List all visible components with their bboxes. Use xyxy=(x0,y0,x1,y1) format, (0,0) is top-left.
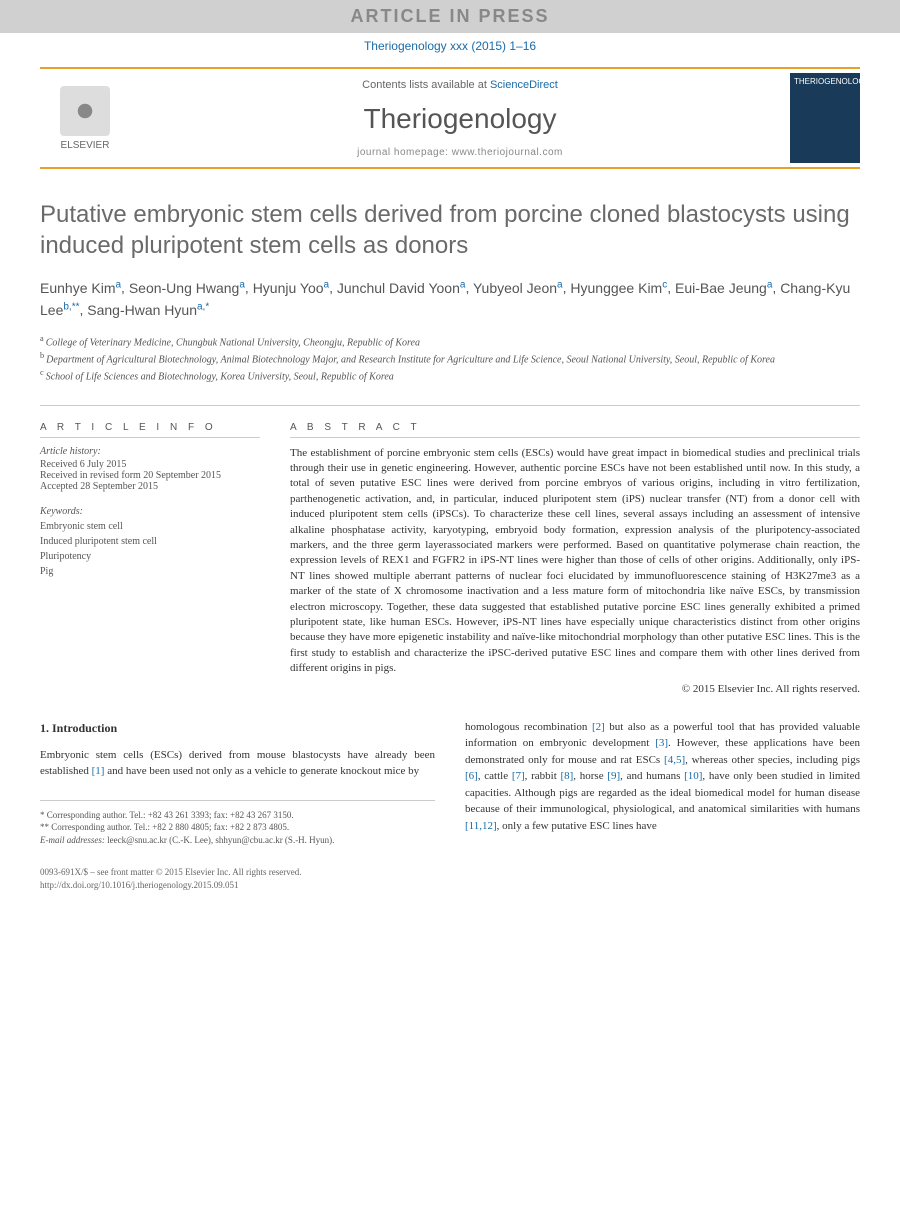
author-affil-sup: b,** xyxy=(63,301,79,312)
author-affil-sup: a xyxy=(767,279,773,290)
info-abstract-row: A R T I C L E I N F O Article history: R… xyxy=(40,405,860,695)
article-info-column: A R T I C L E I N F O Article history: R… xyxy=(40,422,260,695)
homepage-url[interactable]: www.theriojournal.com xyxy=(452,147,563,158)
history-list: Received 6 July 2015Received in revised … xyxy=(40,459,260,492)
affiliation: bDepartment of Agricultural Biotechnolog… xyxy=(40,350,860,367)
header-center: Contents lists available at ScienceDirec… xyxy=(130,79,790,158)
footer-line1: 0093-691X/$ – see front matter © 2015 El… xyxy=(40,866,860,879)
emails-text: leeck@snu.ac.kr (C.-K. Lee), shhyun@cbu.… xyxy=(105,835,335,845)
ref-link[interactable]: [8] xyxy=(560,770,573,782)
publisher-name: ELSEVIER xyxy=(61,140,110,151)
article-info-heading: A R T I C L E I N F O xyxy=(40,422,260,438)
abstract-heading: A B S T R A C T xyxy=(290,422,860,438)
history-item: Accepted 28 September 2015 xyxy=(40,481,260,492)
author: Hyunju Yooa xyxy=(253,280,329,296)
contents-line: Contents lists available at ScienceDirec… xyxy=(130,79,790,91)
keyword: Pig xyxy=(40,564,260,579)
affiliations: aCollege of Veterinary Medicine, Chungbu… xyxy=(40,333,860,385)
author-affil-sup: a xyxy=(460,279,466,290)
intro-heading: 1. Introduction xyxy=(40,719,435,737)
corresponding-1: * Corresponding author. Tel.: +82 43 261… xyxy=(40,809,435,822)
keyword: Induced pluripotent stem cell xyxy=(40,534,260,549)
author: Hyunggee Kimc xyxy=(570,280,667,296)
author: Yubyeol Jeona xyxy=(473,280,563,296)
sciencedirect-link[interactable]: ScienceDirect xyxy=(490,79,558,91)
author-affil-sup: a xyxy=(239,279,245,290)
ref-link[interactable]: [1] xyxy=(92,765,105,777)
footer-doi[interactable]: http://dx.doi.org/10.1016/j.theriogenolo… xyxy=(40,879,860,892)
keyword: Pluripotency xyxy=(40,549,260,564)
intro-para-right: homologous recombination [2] but also as… xyxy=(465,719,860,835)
intro-right-column: homologous recombination [2] but also as… xyxy=(465,719,860,847)
affiliation: cSchool of Life Sciences and Biotechnolo… xyxy=(40,367,860,384)
ref-link[interactable]: [3] xyxy=(655,737,668,749)
keywords-heading: Keywords: xyxy=(40,506,260,517)
abstract-text: The establishment of porcine embryonic s… xyxy=(290,446,860,677)
ref-link[interactable]: [11,12] xyxy=(465,820,497,832)
ref-link[interactable]: [4,5] xyxy=(664,754,685,766)
author-list: Eunhye Kima, Seon-Ung Hwanga, Hyunju Yoo… xyxy=(40,277,860,320)
homepage-line: journal homepage: www.theriojournal.com xyxy=(130,147,790,158)
ref-link[interactable]: [6] xyxy=(465,770,478,782)
author: Junchul David Yoona xyxy=(337,280,466,296)
homepage-prefix: journal homepage: xyxy=(357,147,452,158)
intro-para-left: Embryonic stem cells (ESCs) derived from… xyxy=(40,747,435,780)
citation-line: Theriogenology xxx (2015) 1–16 xyxy=(0,33,900,59)
author-affil-sup: a xyxy=(115,279,121,290)
author-affil-sup: a xyxy=(324,279,330,290)
footnotes: * Corresponding author. Tel.: +82 43 261… xyxy=(40,800,435,847)
author: Seon-Ung Hwanga xyxy=(129,280,245,296)
publisher-logo: ELSEVIER xyxy=(40,73,130,163)
author: Eui-Bae Jeunga xyxy=(675,280,772,296)
press-banner: ARTICLE IN PRESS xyxy=(0,0,900,33)
keywords-block: Keywords: Embryonic stem cellInduced plu… xyxy=(40,506,260,579)
keywords-list: Embryonic stem cellInduced pluripotent s… xyxy=(40,519,260,579)
author: Sang-Hwan Hyuna,* xyxy=(87,302,209,318)
abstract-column: A B S T R A C T The establishment of por… xyxy=(290,422,860,695)
keyword: Embryonic stem cell xyxy=(40,519,260,534)
copyright-line: © 2015 Elsevier Inc. All rights reserved… xyxy=(290,683,860,695)
author-affil-sup: c xyxy=(662,279,667,290)
ref-link[interactable]: [7] xyxy=(512,770,525,782)
author-affil-sup: a xyxy=(557,279,563,290)
history-item: Received in revised form 20 September 20… xyxy=(40,470,260,481)
history-block: Article history: Received 6 July 2015Rec… xyxy=(40,446,260,492)
corresponding-2: ** Corresponding author. Tel.: +82 2 880… xyxy=(40,821,435,834)
author: Eunhye Kima xyxy=(40,280,121,296)
history-item: Received 6 July 2015 xyxy=(40,459,260,470)
affiliation: aCollege of Veterinary Medicine, Chungbu… xyxy=(40,333,860,350)
emails-label: E-mail addresses: xyxy=(40,835,105,845)
journal-cover-thumb: THERIOGENOLOGY xyxy=(790,73,860,163)
journal-header: ELSEVIER Contents lists available at Sci… xyxy=(40,67,860,169)
ref-link[interactable]: [2] xyxy=(592,721,605,733)
emails-line: E-mail addresses: leeck@snu.ac.kr (C.-K.… xyxy=(40,834,435,847)
footer-bar: 0093-691X/$ – see front matter © 2015 El… xyxy=(40,866,860,891)
ref-link[interactable]: [10] xyxy=(684,770,702,782)
intro-section: 1. Introduction Embryonic stem cells (ES… xyxy=(40,719,860,847)
elsevier-tree-icon xyxy=(60,86,110,136)
history-heading: Article history: xyxy=(40,446,260,457)
intro-left-column: 1. Introduction Embryonic stem cells (ES… xyxy=(40,719,435,847)
article-title: Putative embryonic stem cells derived fr… xyxy=(40,199,860,261)
author-affil-sup: a,* xyxy=(197,301,209,312)
contents-prefix: Contents lists available at xyxy=(362,79,490,91)
ref-link[interactable]: [9] xyxy=(607,770,620,782)
journal-name: Theriogenology xyxy=(130,103,790,135)
